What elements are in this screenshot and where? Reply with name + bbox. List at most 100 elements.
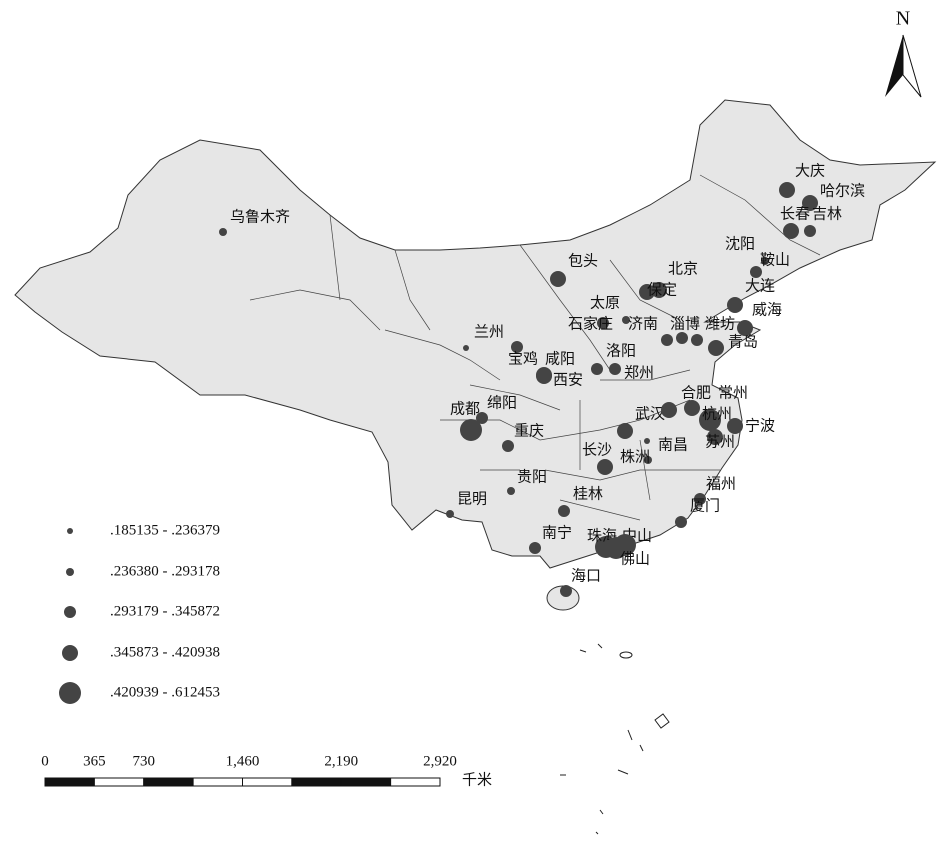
legend-symbol	[62, 645, 78, 661]
city-label: 贵阳	[517, 468, 547, 485]
legend-symbol	[66, 568, 74, 576]
scale-segment	[390, 777, 441, 787]
scale-label: 365	[83, 753, 106, 769]
city-label: 西安	[553, 371, 583, 388]
city-dot	[622, 316, 630, 324]
scale-segment	[143, 777, 194, 787]
city-label: 南昌	[658, 436, 688, 453]
scale-segment	[340, 777, 392, 787]
city-label: 鞍山	[760, 251, 790, 268]
city-label: 宁波	[745, 417, 775, 434]
city-dot	[644, 438, 650, 444]
city-dot	[617, 423, 633, 439]
city-label: 北京	[668, 260, 698, 277]
city-dot	[708, 340, 724, 356]
scale-unit: 千米	[462, 771, 492, 788]
city-label: 包头	[568, 252, 598, 269]
city-dot	[614, 534, 636, 556]
city-label: 长沙	[582, 441, 612, 458]
city-dot	[550, 271, 566, 287]
city-dot	[597, 317, 609, 329]
city-label: 咸阳	[545, 350, 575, 367]
scale-label: 0	[41, 753, 49, 769]
scale-label: 730	[133, 753, 156, 769]
scale-label: 2,190	[324, 753, 358, 769]
city-dot	[779, 182, 795, 198]
city-dot	[699, 409, 721, 431]
city-dot	[761, 257, 769, 265]
city-dot	[476, 412, 488, 424]
city-label: 石家庄	[568, 314, 613, 332]
city-label: 厦门	[690, 497, 720, 514]
legend-label: .236380 - .293178	[110, 563, 220, 579]
legend-symbol	[59, 682, 81, 704]
country-outline	[14, 99, 937, 569]
city-dot	[558, 505, 570, 517]
legend-label: .345873 - .420938	[110, 644, 220, 660]
city-dot	[219, 228, 227, 236]
city-dot	[446, 510, 454, 518]
scale-segment	[291, 777, 342, 787]
city-label: 哈尔滨	[820, 182, 865, 199]
scale-label: 1,460	[226, 753, 260, 769]
city-dot	[684, 400, 700, 416]
city-dot	[644, 456, 652, 464]
city-dot	[460, 419, 482, 441]
city-dot	[707, 429, 723, 445]
city-label: 太原	[590, 294, 620, 311]
city-label: 兰州	[474, 323, 504, 340]
city-label: 武汉	[635, 405, 665, 422]
scale-segment	[93, 777, 145, 787]
islands	[560, 643, 670, 835]
city-dot	[661, 402, 677, 418]
city-label: 保定	[647, 281, 677, 298]
city-label: 宝鸡	[508, 350, 538, 367]
north-arrow-right	[902, 34, 922, 98]
legend-symbol	[64, 606, 76, 618]
city-label: 乌鲁木齐	[230, 208, 290, 225]
city-label: 吉林	[812, 205, 842, 222]
legend-symbol	[67, 528, 73, 534]
city-label: 大庆	[795, 162, 825, 179]
city-dot	[463, 345, 469, 351]
city-dot	[502, 440, 514, 452]
city-dot	[507, 487, 515, 495]
city-label: 南宁	[542, 524, 572, 541]
city-dot	[676, 332, 688, 344]
city-dot	[661, 334, 673, 346]
city-label: 沈阳	[725, 235, 755, 252]
city-label: 潍坊	[705, 315, 735, 332]
city-dot	[804, 225, 816, 237]
city-dot	[750, 266, 762, 278]
city-dot	[529, 542, 541, 554]
city-label: 昆明	[457, 490, 487, 507]
city-label: 佛山	[620, 550, 650, 567]
city-dot	[675, 516, 687, 528]
city-label: 威海	[752, 301, 782, 318]
city-dot	[783, 223, 799, 239]
city-label: 绵阳	[487, 394, 517, 411]
city-dot	[639, 284, 655, 300]
city-dot	[691, 334, 703, 346]
city-label: 大连	[745, 277, 775, 294]
city-label: 福州	[706, 475, 736, 492]
city-label: 合肥	[681, 384, 711, 401]
legend-label: .293179 - .345872	[110, 603, 220, 619]
city-label: 洛阳	[606, 342, 636, 359]
city-dot	[591, 363, 603, 375]
city-dot	[511, 341, 523, 353]
city-dot	[727, 297, 743, 313]
city-dot	[694, 493, 706, 505]
scale-label: 2,920	[423, 753, 457, 769]
city-dot	[727, 418, 743, 434]
city-label: 青岛	[728, 333, 758, 350]
scale-segment	[44, 777, 95, 787]
city-label: 桂林	[573, 485, 603, 502]
province-borders	[249, 174, 821, 521]
city-label: 长春	[780, 205, 810, 222]
city-label: 重庆	[514, 422, 544, 439]
city-dot	[597, 459, 613, 475]
city-label: 海口	[571, 567, 601, 584]
city-label: 苏州	[705, 433, 735, 450]
